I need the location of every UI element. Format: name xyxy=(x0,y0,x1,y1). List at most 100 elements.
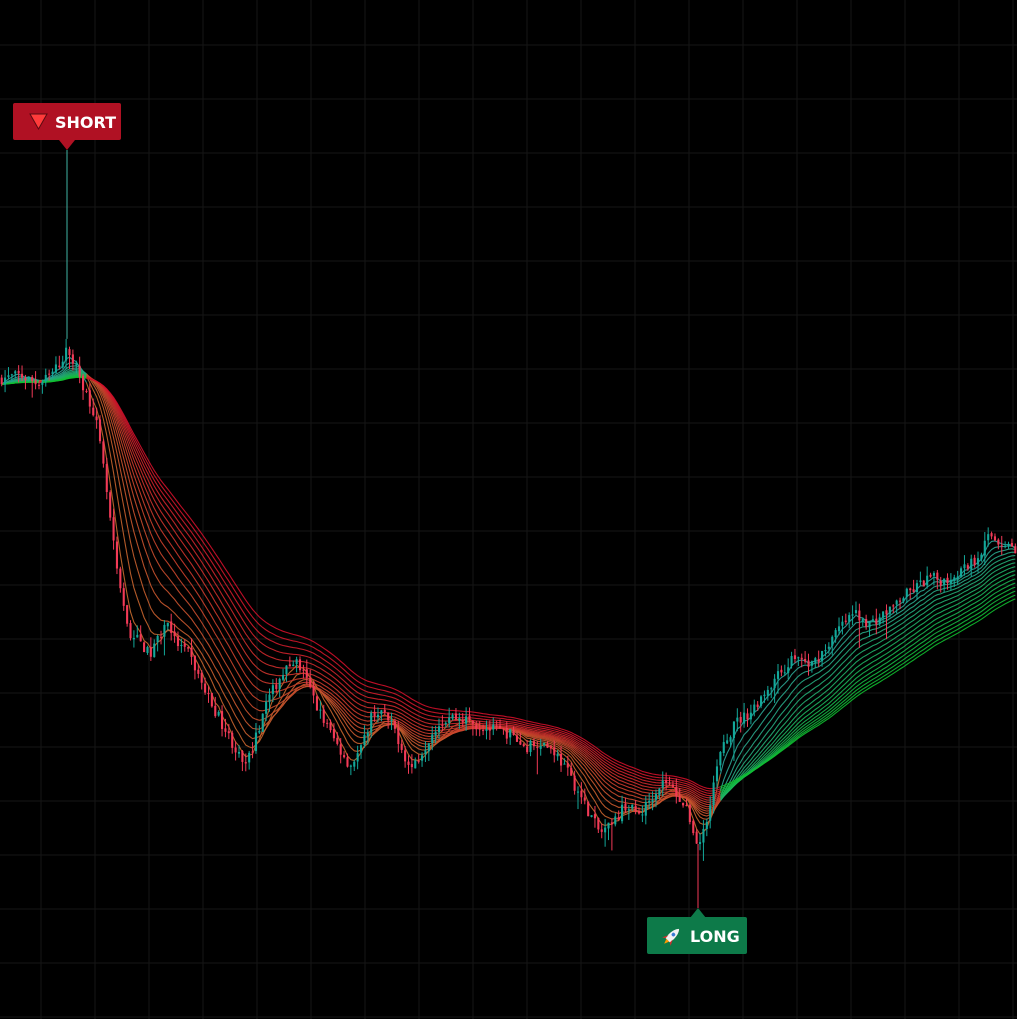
candle-body xyxy=(173,631,176,637)
candle-body xyxy=(797,657,800,659)
candle xyxy=(658,787,661,800)
candle-body xyxy=(48,373,51,375)
candle xyxy=(559,746,563,772)
candle-body xyxy=(854,610,858,614)
candle xyxy=(448,707,451,728)
candle xyxy=(631,804,634,811)
candle xyxy=(671,780,674,789)
short-signal-pointer xyxy=(59,140,75,150)
candle xyxy=(943,578,946,593)
candle xyxy=(176,631,180,651)
candle-body xyxy=(963,564,966,569)
candle-body xyxy=(644,802,647,816)
candle xyxy=(68,346,71,369)
long-signal[interactable]: LONG xyxy=(647,844,747,954)
candle-body xyxy=(956,576,959,579)
candle xyxy=(288,656,291,667)
candle xyxy=(726,733,729,745)
candle xyxy=(746,708,749,727)
candle xyxy=(149,637,152,661)
candle-body xyxy=(332,728,335,739)
candle-body xyxy=(746,713,749,720)
ribbon-line xyxy=(720,598,1016,788)
candle xyxy=(312,681,315,704)
candle xyxy=(919,571,922,586)
candle xyxy=(858,603,861,648)
candle xyxy=(10,373,13,382)
candle-body xyxy=(661,780,664,788)
candle xyxy=(207,686,210,703)
candle-body xyxy=(570,767,573,776)
candle xyxy=(193,655,196,680)
candle xyxy=(841,615,844,635)
candle-body xyxy=(115,541,119,569)
ribbon-line xyxy=(719,555,1016,801)
candle xyxy=(139,625,142,642)
candle-body xyxy=(380,710,383,715)
candle xyxy=(983,532,986,566)
candle xyxy=(705,818,708,837)
candle xyxy=(685,798,688,807)
candle xyxy=(627,805,630,820)
candle-body xyxy=(20,373,24,378)
candle-body xyxy=(770,688,773,690)
candle-body xyxy=(482,730,485,732)
candle xyxy=(956,570,959,585)
candle-body xyxy=(878,617,881,625)
candle xyxy=(756,701,759,711)
candle xyxy=(315,694,319,711)
candle-body xyxy=(204,683,207,693)
candle-body xyxy=(434,731,437,736)
candle xyxy=(665,772,668,791)
candle-body xyxy=(678,796,681,802)
candle xyxy=(563,758,566,765)
candle xyxy=(380,709,383,722)
candle-body xyxy=(414,760,417,769)
ribbon-line xyxy=(720,578,1016,797)
candle xyxy=(888,606,891,618)
candle xyxy=(912,579,915,593)
candle xyxy=(515,731,519,743)
candle-body xyxy=(844,620,847,622)
candle xyxy=(390,712,393,731)
candle xyxy=(34,371,37,390)
candle-body xyxy=(126,605,129,624)
candle xyxy=(814,656,817,669)
short-signal[interactable]: SHORT xyxy=(13,103,121,339)
candle-body xyxy=(421,755,424,761)
candle xyxy=(519,732,522,746)
candle-body xyxy=(973,557,976,565)
candle-body xyxy=(763,694,766,697)
candle xyxy=(604,819,607,847)
candle-body xyxy=(868,621,871,628)
candle-body xyxy=(902,598,905,602)
candle xyxy=(743,702,746,728)
candle-body xyxy=(760,696,763,706)
candle xyxy=(576,786,580,810)
candle xyxy=(607,822,610,841)
candle xyxy=(227,723,230,740)
candle-body xyxy=(692,820,695,834)
candle-body xyxy=(783,672,786,674)
candle-body xyxy=(817,659,820,662)
long-signal-pointer xyxy=(690,908,706,918)
candle-body xyxy=(488,727,491,731)
candle-body xyxy=(65,347,68,361)
candle xyxy=(946,573,949,590)
candle-body xyxy=(495,725,498,727)
ribbon-line xyxy=(86,377,721,792)
candle-body xyxy=(153,643,156,658)
candle-body xyxy=(197,669,200,674)
candle xyxy=(580,782,583,804)
candle-body xyxy=(990,533,993,537)
candle-body xyxy=(909,588,912,591)
ribbon-line xyxy=(86,377,721,790)
candle-body xyxy=(617,817,620,820)
candle xyxy=(258,725,261,735)
candle-body xyxy=(7,375,10,378)
candle xyxy=(417,754,420,764)
candle-body xyxy=(597,817,600,830)
candle-body xyxy=(919,580,922,583)
candle-body xyxy=(265,701,268,714)
candle-body xyxy=(709,805,712,821)
